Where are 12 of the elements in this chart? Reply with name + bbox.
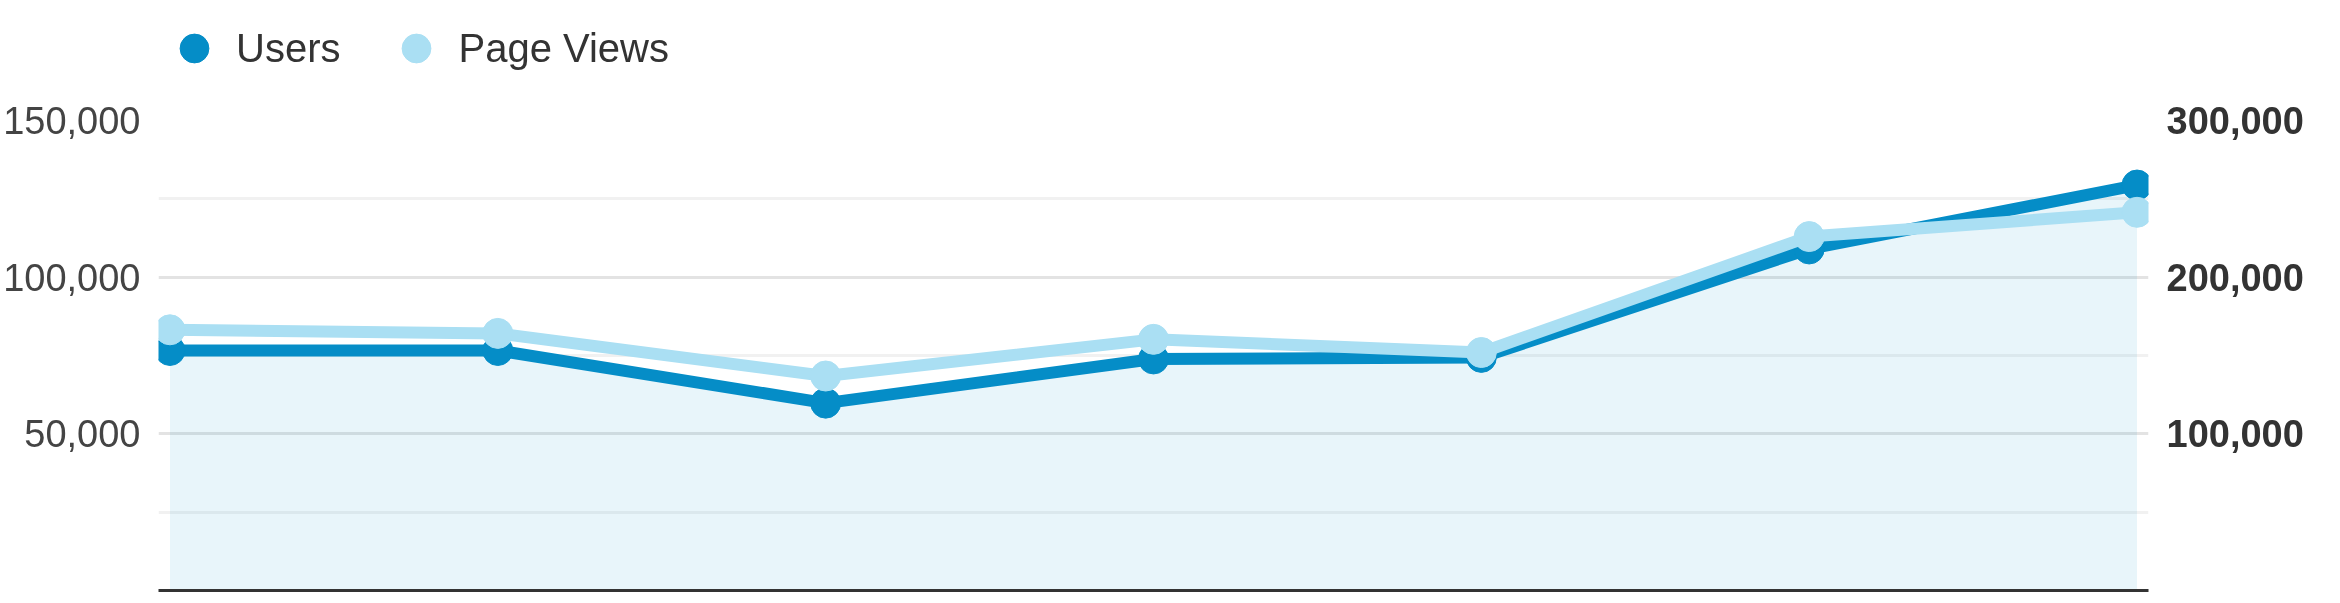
y2-tick-label: 300,000 — [2166, 100, 2304, 142]
y-tick-label: 50,000 — [24, 413, 141, 456]
point — [482, 317, 514, 349]
y-tick-label: 150,000 — [3, 100, 141, 142]
point — [810, 387, 842, 419]
y-tick-label: 100,000 — [3, 256, 141, 299]
y2-tick-label: 200,000 — [2166, 256, 2304, 299]
point — [810, 360, 842, 392]
legend-label: Users — [236, 25, 341, 71]
y2-tick-label: 100,000 — [2166, 413, 2304, 456]
point — [1793, 221, 1825, 253]
legend-label: Page Views — [458, 25, 669, 71]
